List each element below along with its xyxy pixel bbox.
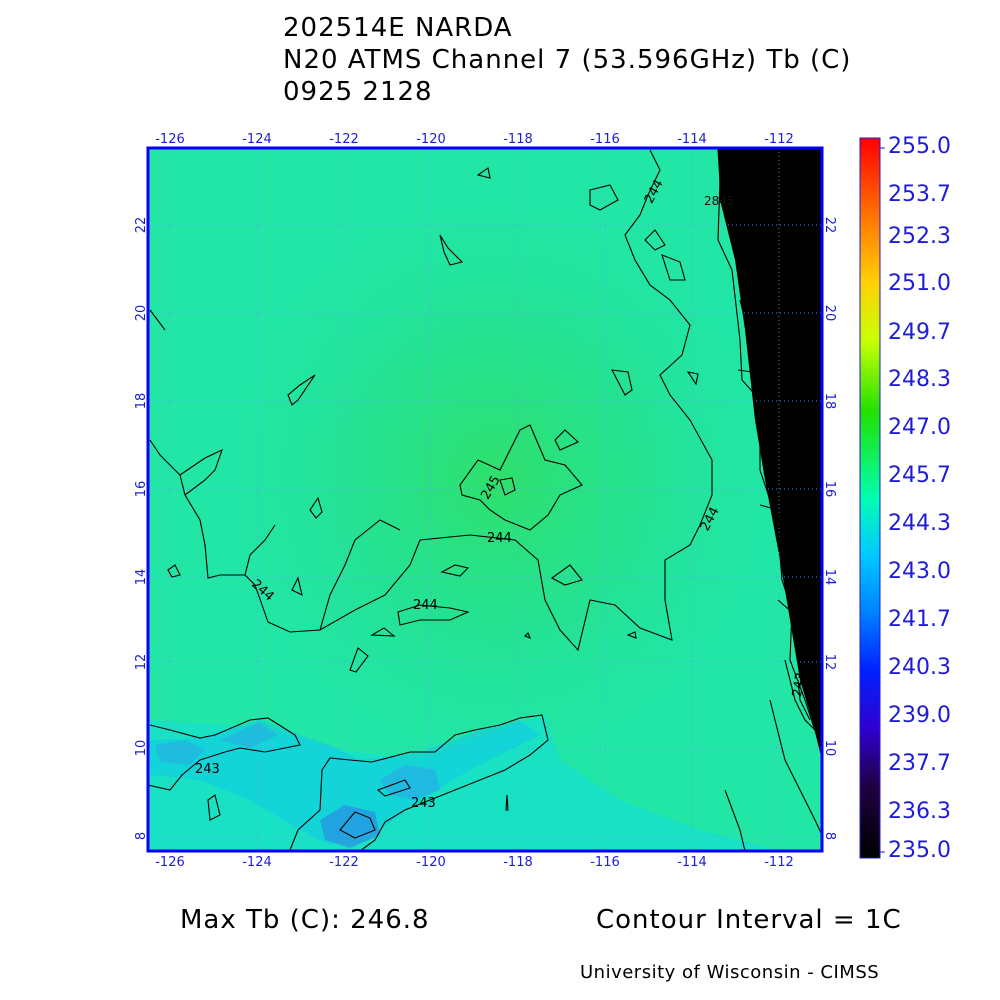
title-storm-name: 202514E NARDA	[283, 13, 513, 43]
colorbar-label: 241.7	[888, 607, 951, 632]
contour-label: 243	[195, 762, 220, 777]
lat-tick-label: 22	[822, 217, 837, 234]
contour-interval: Contour Interval = 1C	[596, 905, 902, 935]
no-data-label: 2845	[704, 194, 735, 208]
lon-tick-label: -126	[155, 855, 185, 870]
lon-ticks-bottom: -126 -124 -122 -120 -118 -116 -114 -112	[155, 855, 794, 870]
max-tb-readout: Max Tb (C): 246.8	[180, 905, 430, 935]
colorbar-label: 245.7	[888, 463, 951, 488]
colorbar-label: 248.3	[888, 367, 951, 392]
colorbar-label: 247.0	[888, 415, 951, 440]
lon-tick-label: -126	[155, 132, 185, 147]
lon-tick-label: -124	[242, 855, 272, 870]
plot-frame	[146, 146, 824, 853]
brightness-field	[148, 148, 822, 851]
colorbar-label: 236.3	[888, 799, 951, 824]
lon-tick-label: -116	[590, 855, 620, 870]
colorbar-label: 240.3	[888, 655, 951, 680]
credit-text: University of Wisconsin - CIMSS	[580, 962, 880, 983]
lon-tick-label: -116	[590, 132, 620, 147]
lat-tick-label: 10	[134, 740, 149, 757]
lat-tick-label: 12	[822, 654, 837, 671]
lat-tick-label: 8	[822, 832, 837, 840]
lon-tick-label: -120	[416, 132, 446, 147]
lat-tick-label: 8	[134, 832, 149, 840]
lat-tick-label: 14	[822, 569, 837, 586]
lat-tick-label: 10	[822, 740, 837, 757]
colorbar-label: 243.0	[888, 559, 951, 584]
contour-label: 244	[487, 531, 512, 546]
lon-tick-label: -112	[764, 132, 794, 147]
lon-tick-label: -120	[416, 855, 446, 870]
grid-lines	[148, 148, 822, 851]
colorbar-label: 251.0	[888, 271, 951, 296]
contour-label: 243	[411, 796, 436, 811]
contour-lines	[148, 149, 822, 851]
lon-tick-label: -118	[503, 132, 533, 147]
title-datetime: 0925 2128	[283, 77, 433, 107]
lat-tick-label: 12	[134, 654, 149, 671]
lon-tick-label: -114	[677, 132, 707, 147]
lon-tick-label: -124	[242, 132, 272, 147]
lat-tick-label: 20	[822, 305, 837, 322]
colorbar-label: 239.0	[888, 703, 951, 728]
colorbar-label: 249.7	[888, 320, 951, 345]
colorbar-label: 237.7	[888, 751, 951, 776]
lon-tick-label: -112	[764, 855, 794, 870]
lat-tick-label: 14	[134, 569, 149, 586]
colorbar-label: 252.3	[888, 224, 951, 249]
colorbar-label: 235.0	[888, 838, 951, 863]
title-channel: N20 ATMS Channel 7 (53.596GHz) Tb (C)	[283, 45, 852, 75]
lon-tick-label: -118	[503, 855, 533, 870]
contour-label: 243	[790, 671, 809, 698]
lat-tick-label: 16	[134, 481, 149, 498]
lat-tick-label: 18	[822, 393, 837, 410]
lat-ticks-left: 22 20 18 16 14 12 10 8	[134, 217, 149, 840]
colorbar-label: 255.0	[888, 134, 951, 159]
lat-tick-label: 20	[134, 305, 149, 322]
lat-tick-label: 16	[822, 481, 837, 498]
lat-tick-label: 18	[134, 393, 149, 410]
colorbar-label: 253.7	[888, 182, 951, 207]
lon-tick-label: -122	[329, 132, 359, 147]
lon-tick-label: -114	[677, 855, 707, 870]
lat-ticks-right: 22 20 18 16 14 12 10 8	[822, 217, 837, 840]
lat-tick-label: 22	[134, 217, 149, 234]
lon-tick-label: -122	[329, 855, 359, 870]
colorbar	[859, 137, 885, 859]
contour-label: 244	[413, 598, 438, 613]
lon-ticks-top: -126 -124 -122 -120 -118 -116 -114 -112	[155, 132, 794, 147]
colorbar-label: 244.3	[888, 511, 951, 536]
